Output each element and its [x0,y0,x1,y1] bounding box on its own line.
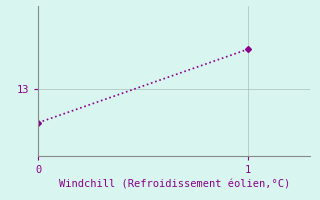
X-axis label: Windchill (Refroidissement éolien,°C): Windchill (Refroidissement éolien,°C) [59,179,290,189]
